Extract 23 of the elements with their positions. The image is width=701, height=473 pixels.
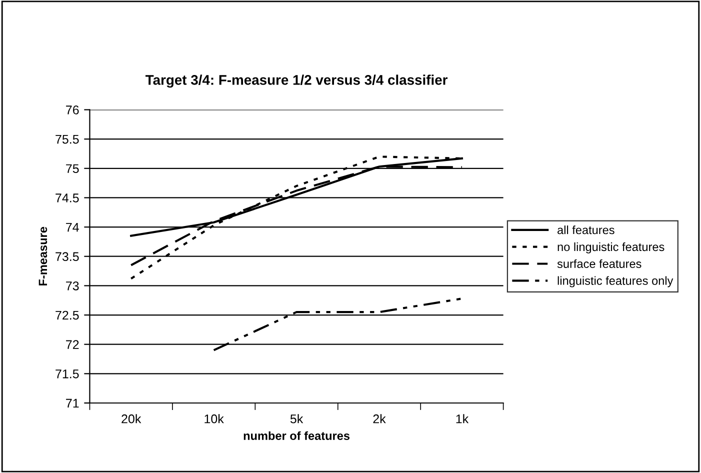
x-tick-label: 10k <box>204 414 224 424</box>
y-tick-label: 72.5 <box>56 310 79 320</box>
x-tick-label: 20k <box>122 414 142 424</box>
legend-label: all features <box>558 226 614 234</box>
legend-label: linguistic features only <box>558 276 674 288</box>
y-tick-label: 75.5 <box>56 134 79 144</box>
x-tick-label: 5k <box>290 414 304 424</box>
y-tick-label: 75 <box>66 164 79 174</box>
legend-label: surface features <box>557 259 642 268</box>
y-tick-label: 73 <box>66 281 79 290</box>
y-tick-label: 72 <box>66 340 79 349</box>
y-tick-label: 74 <box>66 222 79 232</box>
x-tick-label: 1k <box>456 414 469 424</box>
y-tick-label: 71.5 <box>56 370 79 378</box>
y-tick-label: 76 <box>66 106 79 114</box>
y-tick-label: 73.5 <box>56 252 79 262</box>
y-axis-title: F-measure <box>38 226 48 286</box>
y-tick-label: 71 <box>66 398 79 408</box>
chart-title: Target 3/4: F-measure 1/2 versus 3/4 classifier <box>146 74 448 88</box>
y-tick-label: 74.5 <box>56 194 79 202</box>
legend-label: no linguistic features <box>558 242 664 254</box>
x-tick-label: 2k <box>373 414 386 424</box>
x-axis-title: number of features <box>244 431 350 440</box>
